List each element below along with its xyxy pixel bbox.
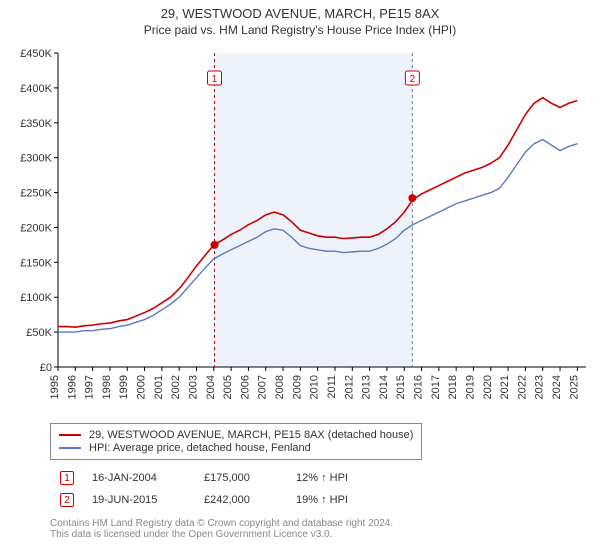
footer-line2: This data is licensed under the Open Gov… [50, 529, 580, 540]
svg-text:2004: 2004 [205, 375, 217, 399]
sale-marker-badge: 1 [60, 471, 74, 485]
chart-container: 29, WESTWOOD AVENUE, MARCH, PE15 8AX Pri… [0, 0, 600, 540]
legend-swatch [59, 447, 81, 449]
table-row: 1 16-JAN-2004£175,00012% ↑ HPI [52, 468, 356, 488]
sale-delta: 19% ↑ HPI [288, 490, 356, 510]
svg-text:2008: 2008 [274, 375, 286, 399]
svg-text:2022: 2022 [516, 375, 528, 399]
svg-text:1999: 1999 [118, 375, 130, 399]
svg-text:£400K: £400K [20, 83, 52, 95]
svg-text:1: 1 [212, 74, 218, 85]
svg-text:£0: £0 [40, 362, 52, 374]
svg-text:£50K: £50K [26, 327, 52, 339]
svg-text:2017: 2017 [430, 375, 442, 399]
sales-table: 1 16-JAN-2004£175,00012% ↑ HPI 2 19-JUN-201… [50, 466, 358, 512]
svg-text:2009: 2009 [291, 375, 303, 399]
svg-text:2005: 2005 [222, 375, 234, 399]
svg-text:£450K: £450K [20, 48, 52, 60]
legend-label: HPI: Average price, detached house, Fenl… [89, 442, 311, 454]
svg-text:2012: 2012 [343, 375, 355, 399]
svg-text:2006: 2006 [239, 375, 251, 399]
svg-text:2018: 2018 [447, 375, 459, 399]
svg-text:2016: 2016 [413, 375, 425, 399]
svg-text:2: 2 [410, 74, 416, 85]
svg-text:£100K: £100K [20, 292, 52, 304]
table-row: 2 19-JUN-2015£242,00019% ↑ HPI [52, 490, 356, 510]
svg-text:2023: 2023 [534, 375, 546, 399]
svg-text:2019: 2019 [464, 375, 476, 399]
svg-text:2010: 2010 [309, 375, 321, 399]
legend-swatch [59, 434, 81, 436]
svg-text:1995: 1995 [49, 375, 61, 399]
svg-text:2003: 2003 [187, 375, 199, 399]
svg-text:£150K: £150K [20, 257, 52, 269]
svg-text:1997: 1997 [84, 375, 96, 399]
svg-text:2011: 2011 [326, 375, 338, 399]
svg-text:£350K: £350K [20, 118, 52, 130]
svg-text:2000: 2000 [136, 375, 148, 399]
sale-price: £242,000 [196, 490, 286, 510]
footer-line1: Contains HM Land Registry data © Crown c… [50, 518, 580, 529]
sale-date: 16-JAN-2004 [84, 468, 194, 488]
chart-svg: £0 £50K £100K £150K £200K £250K £300K £350K £400… [0, 37, 600, 417]
chart-area: £0 £50K £100K £150K £200K £250K £300K £350K £400… [0, 37, 600, 417]
svg-text:2020: 2020 [482, 375, 494, 399]
svg-text:2001: 2001 [153, 375, 165, 399]
title-sub: Price paid vs. HM Land Registry's House … [0, 23, 600, 37]
svg-text:2014: 2014 [378, 375, 390, 399]
svg-text:2025: 2025 [568, 375, 580, 399]
legend-row: HPI: Average price, detached house, Fenl… [59, 442, 413, 454]
sale-delta: 12% ↑ HPI [288, 468, 356, 488]
svg-text:£200K: £200K [20, 222, 52, 234]
svg-text:2024: 2024 [551, 375, 563, 399]
svg-text:1996: 1996 [66, 375, 78, 399]
svg-text:£250K: £250K [20, 188, 52, 200]
title-main: 29, WESTWOOD AVENUE, MARCH, PE15 8AX [0, 6, 600, 21]
svg-text:2002: 2002 [170, 375, 182, 399]
svg-text:2007: 2007 [257, 375, 269, 399]
legend-row: 29, WESTWOOD AVENUE, MARCH, PE15 8AX (de… [59, 429, 413, 441]
legend-label: 29, WESTWOOD AVENUE, MARCH, PE15 8AX (de… [89, 429, 413, 441]
svg-text:1998: 1998 [101, 375, 113, 399]
svg-text:2021: 2021 [499, 375, 511, 399]
sale-date: 19-JUN-2015 [84, 490, 194, 510]
title-block: 29, WESTWOOD AVENUE, MARCH, PE15 8AX Pri… [0, 0, 600, 37]
svg-text:2013: 2013 [361, 375, 373, 399]
svg-text:£300K: £300K [20, 153, 52, 165]
svg-text:2015: 2015 [395, 375, 407, 399]
sale-price: £175,000 [196, 468, 286, 488]
footer: Contains HM Land Registry data © Crown c… [50, 518, 580, 540]
legend: 29, WESTWOOD AVENUE, MARCH, PE15 8AX (de… [50, 423, 422, 460]
sale-marker-badge: 2 [60, 493, 74, 507]
